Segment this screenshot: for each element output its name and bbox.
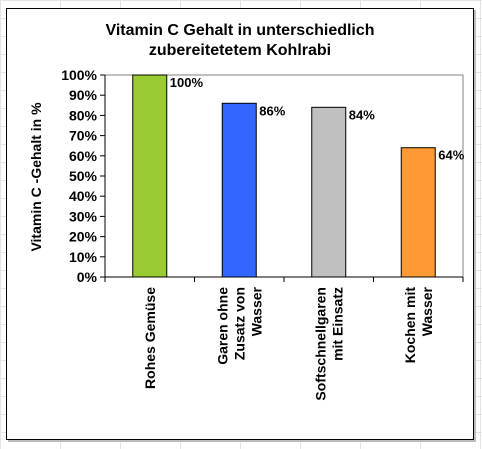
data-label: 100%	[170, 75, 204, 90]
x-category-label: Kochen mitWasser	[402, 286, 435, 363]
y-tick-label: 70%	[69, 128, 98, 144]
bar-chart: Vitamin C Gehalt in unterschiedlich zube…	[28, 22, 465, 401]
plot-area: 0% 10% 20% 30% 40% 50% 60% 70% 80% 90% 100% 100% Roh…	[61, 67, 465, 401]
y-tick-label: 50%	[69, 168, 98, 184]
x-category-label-line: Softschnellgaren	[312, 287, 328, 401]
x-category-label-line: Zusatz von	[231, 287, 247, 360]
y-tick-label: 0%	[77, 269, 98, 285]
x-category-label-line: Kochen mit	[402, 287, 418, 364]
x-category-label-line: Garen ohne	[214, 287, 230, 365]
chart-frame[interactable]: Vitamin C Gehalt in unterschiedlich zube…	[6, 8, 474, 440]
y-tick-label: 10%	[69, 249, 98, 265]
data-label: 86%	[259, 103, 285, 118]
bar	[400, 147, 436, 278]
y-tick-label: 90%	[69, 87, 98, 103]
x-category-label: Garen ohneZusatz vonWasser	[214, 286, 264, 364]
x-category-label-line: Wasser	[419, 286, 435, 336]
y-tick-label: 30%	[69, 208, 98, 224]
y-tick-label: 40%	[69, 188, 98, 204]
x-category-label: Softschnellgarenmit Einsatz	[312, 287, 345, 401]
y-axis-label: Vitamin C -Gehalt in %	[28, 102, 44, 252]
data-label: 84%	[349, 107, 375, 122]
x-category-label: Rohes Gemüse	[142, 287, 158, 389]
x-category-label-line: Rohes Gemüse	[142, 287, 158, 389]
chart-title-line-1: Vitamin C Gehalt in unterschiedlich	[105, 22, 374, 39]
x-category-label-line: Wasser	[248, 286, 264, 336]
data-label: 64%	[438, 148, 464, 163]
x-category-label-line: mit Einsatz	[329, 287, 345, 361]
y-tick-label: 80%	[69, 107, 98, 123]
bar	[221, 102, 257, 278]
bar	[132, 74, 168, 278]
bar	[311, 106, 347, 278]
chart-title-line-2: zubereitetetem Kohlrabi	[149, 42, 331, 59]
y-tick-label: 20%	[69, 229, 98, 245]
y-tick-label: 100%	[61, 67, 97, 83]
y-tick-label: 60%	[69, 148, 98, 164]
